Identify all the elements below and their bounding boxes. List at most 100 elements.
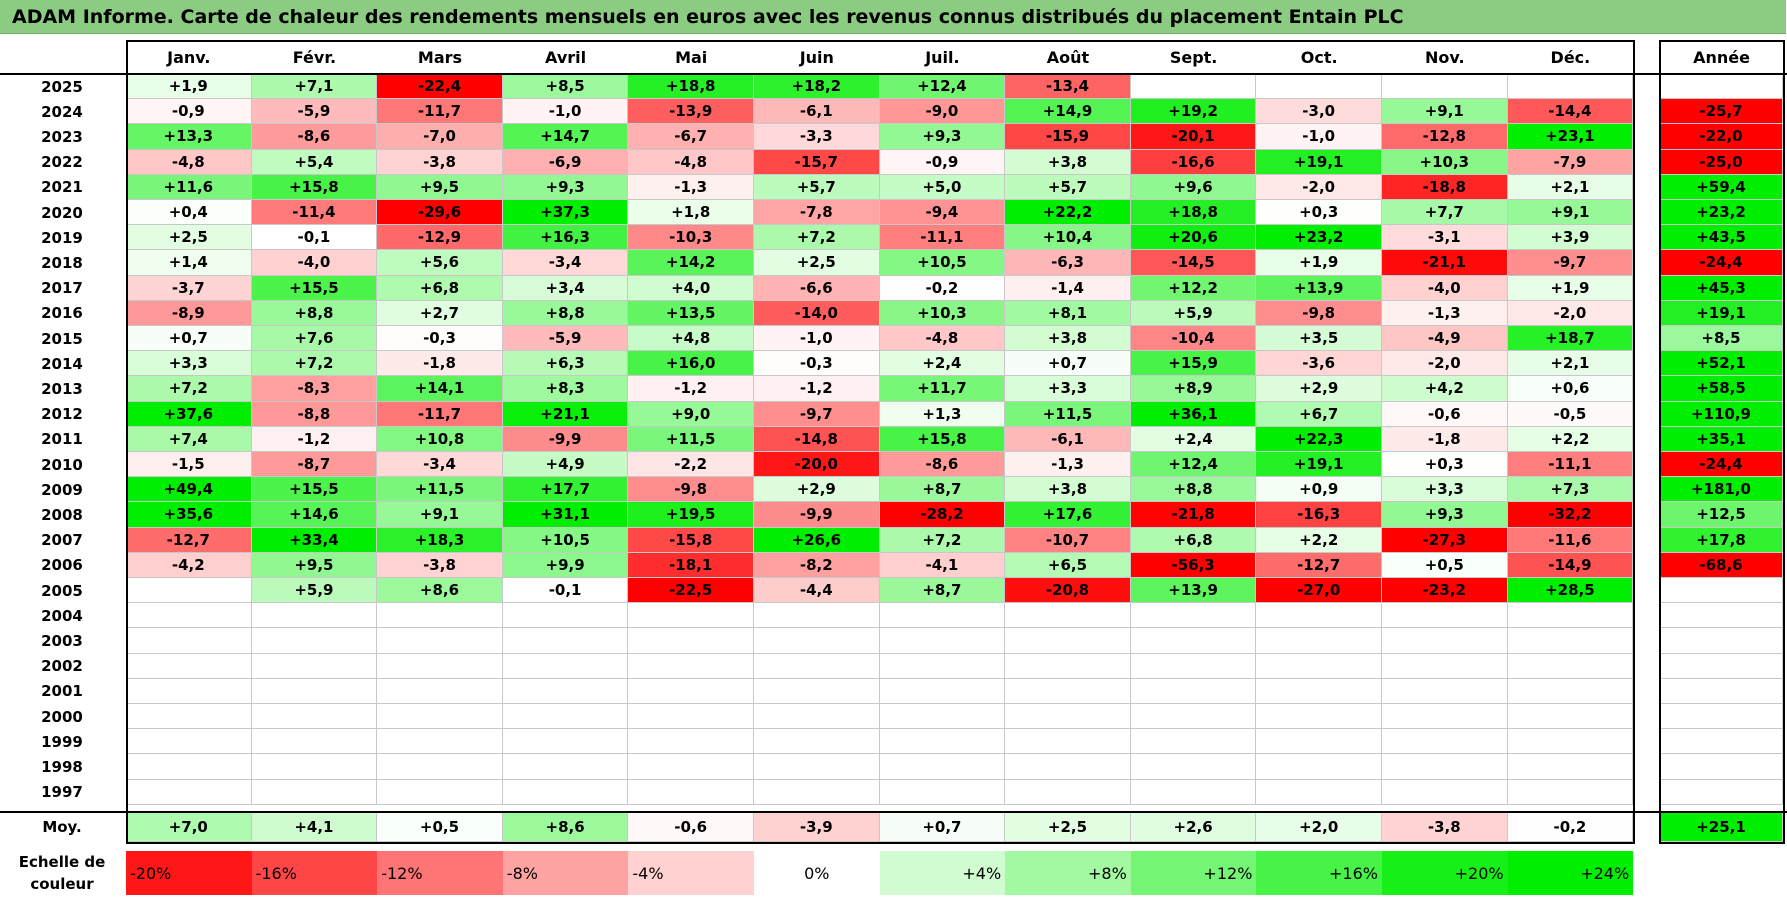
heatmap-cell: -21,1	[1382, 250, 1508, 276]
heatmap-cell: +7,2	[126, 376, 252, 402]
heatmap-cell	[377, 704, 503, 730]
heatmap-cell: -5,9	[251, 99, 378, 125]
heatmap-cell: +35,6	[126, 502, 252, 528]
heatmap-cell	[1507, 74, 1634, 100]
heatmap-cell: +15,5	[251, 477, 378, 503]
heatmap-cell: -1,0	[754, 326, 880, 352]
heatmap-cell	[754, 628, 880, 654]
heatmap-cell: -1,2	[754, 376, 880, 402]
heatmap-cell: +3,3	[1382, 477, 1508, 503]
annual-cell: +58,5	[1660, 376, 1783, 402]
annual-cell: +110,9	[1660, 401, 1783, 427]
heatmap-cell: -8,9	[126, 300, 252, 326]
heatmap-cell: -0,9	[126, 99, 252, 125]
heatmap-cell	[879, 729, 1006, 755]
annual-cell	[1660, 779, 1783, 805]
heatmap-cell	[879, 678, 1006, 704]
heatmap-cell: +14,2	[628, 250, 754, 276]
scale-swatch: -8%	[502, 851, 629, 895]
heatmap-cell: -9,7	[754, 401, 880, 427]
heatmap-cell: +0,3	[1382, 452, 1508, 478]
heatmap-cell: -12,7	[126, 527, 252, 553]
heatmap-cell	[1256, 779, 1382, 805]
scale-swatch: -4%	[628, 851, 754, 895]
annual-cell: +23,2	[1660, 200, 1783, 226]
heatmap-cell: -8,6	[879, 452, 1006, 478]
scale-swatch: +20%	[1382, 851, 1508, 895]
heatmap-cell	[628, 603, 754, 629]
heatmap-cell: +10,5	[879, 250, 1006, 276]
heatmap-cell: -6,6	[754, 275, 880, 301]
average-cell: +2,6	[1130, 812, 1257, 842]
heatmap-cell: -9,8	[1256, 300, 1382, 326]
heatmap-cell	[126, 729, 252, 755]
heatmap-cell: +0,7	[126, 326, 252, 352]
heatmap-cell: +6,7	[1256, 401, 1382, 427]
heatmap-cell: -4,2	[126, 552, 252, 578]
heatmap-cell: +22,3	[1256, 426, 1382, 452]
annual-cell	[1660, 603, 1783, 629]
heatmap-cell	[1382, 704, 1508, 730]
heatmap-cell: -11,1	[1507, 452, 1634, 478]
heatmap-cell: +36,1	[1130, 401, 1257, 427]
heatmap-cell: +3,3	[126, 351, 252, 377]
annual-cell	[1660, 678, 1783, 704]
heatmap-cell	[1507, 628, 1634, 654]
heatmap-cell: +18,3	[377, 527, 503, 553]
heatmap-cell: +14,7	[502, 124, 629, 150]
annual-cell: -24,4	[1660, 452, 1783, 478]
heatmap-cell: -0,6	[1382, 401, 1508, 427]
heatmap-cell	[1130, 754, 1257, 780]
heatmap-cell: +17,7	[502, 477, 629, 503]
average-cell: -3,8	[1382, 812, 1508, 842]
heatmap-cell: -14,5	[1130, 250, 1257, 276]
heatmap-cell: -1,4	[1005, 275, 1131, 301]
heatmap-cell: -3,3	[754, 124, 880, 150]
month-header: Avril	[545, 47, 587, 67]
month-header: Août	[1046, 47, 1090, 67]
heatmap-cell: +2,2	[1256, 527, 1382, 553]
heatmap-cell	[502, 653, 629, 679]
heatmap-cell: -15,8	[628, 527, 754, 553]
month-header: Févr.	[292, 47, 337, 67]
month-header: Juin	[799, 47, 834, 67]
heatmap-cell: -1,2	[251, 426, 378, 452]
heatmap-cell	[1130, 704, 1257, 730]
row-year-label: 2017	[41, 279, 83, 298]
heatmap-cell: +7,2	[879, 527, 1006, 553]
heatmap-cell	[879, 704, 1006, 730]
average-cell: +7,0	[126, 812, 252, 842]
heatmap-cell	[879, 628, 1006, 654]
heatmap-cell: +0,5	[1382, 552, 1508, 578]
heatmap-cell: -1,3	[628, 174, 754, 200]
heatmap-cell: +9,5	[251, 552, 378, 578]
heatmap-cell	[377, 729, 503, 755]
heatmap-cell: +2,7	[377, 300, 503, 326]
heatmap-cell: +8,1	[1005, 300, 1131, 326]
heatmap-cell	[754, 653, 880, 679]
heatmap-cell: -16,3	[1256, 502, 1382, 528]
heatmap-cell	[628, 729, 754, 755]
heatmap-cell: -2,0	[1256, 174, 1382, 200]
heatmap-cell: -8,8	[251, 401, 378, 427]
heatmap-cell	[1507, 729, 1634, 755]
heatmap-cell: -0,3	[377, 326, 503, 352]
row-year-label: 1999	[41, 732, 83, 751]
heatmap-cell: +6,3	[502, 351, 629, 377]
heatmap-cell	[754, 603, 880, 629]
average-cell: +0,5	[377, 812, 503, 842]
heatmap-cell: +10,3	[879, 300, 1006, 326]
heatmap-cell: -2,2	[628, 452, 754, 478]
heatmap-cell	[1382, 754, 1508, 780]
heatmap-cell: +11,5	[377, 477, 503, 503]
heatmap-cell	[502, 678, 629, 704]
heatmap-cell	[754, 729, 880, 755]
annual-cell: +52,1	[1660, 351, 1783, 377]
heatmap-cell: +2,5	[126, 225, 252, 251]
row-year-label: 2000	[41, 707, 83, 726]
heatmap-cell: -1,8	[377, 351, 503, 377]
heatmap-cell: +5,9	[251, 578, 378, 604]
heatmap-cell: +15,8	[251, 174, 378, 200]
annual-cell: -24,4	[1660, 250, 1783, 276]
